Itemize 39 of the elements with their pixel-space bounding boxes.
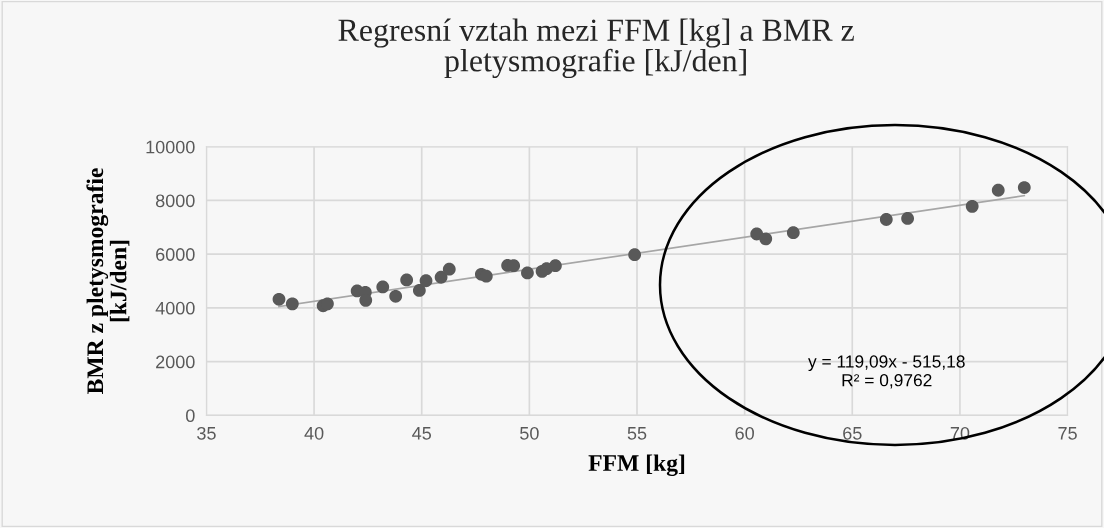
x-tick-label: 60 <box>735 426 754 440</box>
x-tick-label: 75 <box>1058 427 1077 440</box>
y-axis-title: BMR z pletysmografie [kJ/den] <box>86 168 130 395</box>
point <box>389 289 403 303</box>
point <box>419 274 433 288</box>
y-tick-label: 10000 <box>146 140 195 154</box>
point <box>786 226 800 240</box>
point <box>901 212 915 225</box>
point <box>1017 181 1031 194</box>
point <box>434 270 448 284</box>
point <box>759 232 773 246</box>
y-tick-label: 8000 <box>155 194 195 208</box>
x-tick-label: 65 <box>843 426 862 440</box>
point <box>991 183 1005 197</box>
x-axis-title: FFM [kg] <box>588 454 685 476</box>
point <box>321 297 334 311</box>
point <box>879 213 893 226</box>
x-tick-label: 55 <box>627 427 647 440</box>
annotation: y = 119,09x - 515,18 R² = 0,9762 <box>808 355 965 389</box>
y-tick-label: 0 <box>186 409 195 423</box>
point <box>376 280 390 294</box>
chart-title: Regresní vztah mezi FFM [kg] a BMR z pletysmografie [kJ/den] <box>338 18 854 79</box>
point <box>272 292 286 306</box>
point <box>412 284 426 297</box>
x-tick-label: 50 <box>520 426 539 440</box>
x-tick-label: 40 <box>304 426 324 440</box>
point <box>442 262 456 276</box>
point <box>285 297 299 311</box>
point <box>628 248 642 262</box>
x-tick-label: 45 <box>412 427 432 440</box>
x-tick-label: 35 <box>197 426 216 440</box>
y-tick-label: 2000 <box>156 355 195 369</box>
point <box>549 259 562 273</box>
point <box>400 273 414 287</box>
point <box>965 199 979 213</box>
point <box>521 266 534 280</box>
y-tick-label: 4000 <box>155 301 195 315</box>
point <box>479 269 493 283</box>
y-tick-label: 6000 <box>156 248 195 261</box>
